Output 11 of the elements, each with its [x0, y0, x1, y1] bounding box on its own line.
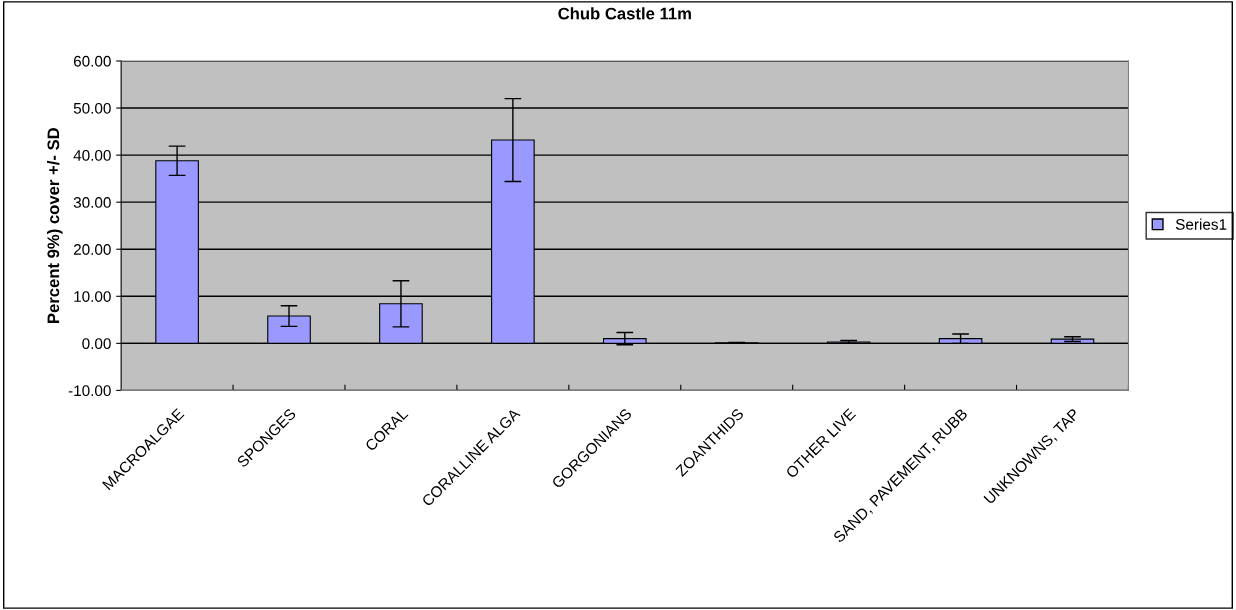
- y-axis-title: Percent 9%) cover +/- SD: [47, 127, 63, 323]
- y-tick-label: 60.00: [73, 55, 111, 67]
- legend-label: Series1: [1175, 218, 1227, 230]
- y-tick-label: -10.00: [68, 385, 111, 397]
- chart-title: Chub Castle 11m: [558, 7, 691, 20]
- y-tick-label: 10.00: [74, 291, 111, 302]
- y-tick-label: 50.00: [73, 102, 111, 114]
- y-tick-label: 40.00: [73, 149, 111, 161]
- y-tick-label: 20.00: [73, 244, 111, 255]
- y-tick-label: 0.00: [82, 338, 111, 350]
- y-tick-label: 30.00: [73, 197, 111, 208]
